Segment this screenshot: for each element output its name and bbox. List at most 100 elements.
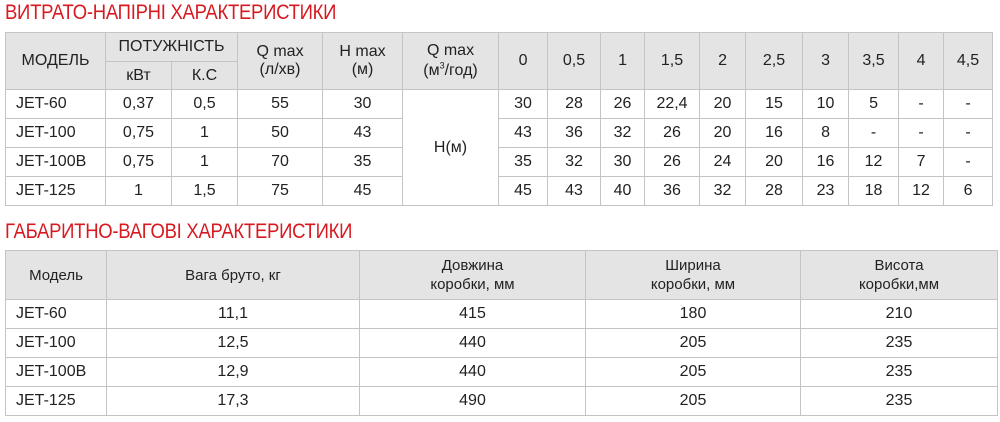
head-label-cell: H(м) [402, 89, 500, 206]
weight-cell: 12,9 [106, 357, 360, 387]
head-value-cell: 36 [644, 176, 701, 206]
flow-head-title: ВИТРАТО-НАПІРНІ ХАРАКТЕРИСТИКИ [5, 1, 337, 24]
head-value-cell: 26 [600, 89, 646, 119]
length-cell: 490 [359, 386, 586, 416]
length-cell: 440 [359, 328, 586, 358]
header-qmax-m3h-unit: (м3/год) [423, 60, 478, 79]
head-value-cell: 22,4 [644, 89, 701, 119]
model-cell: JET-60 [5, 299, 107, 329]
model-cell: JET-100B [5, 357, 107, 387]
head-value-cell: 24 [699, 147, 747, 177]
header-kw: кВт [105, 61, 172, 90]
head-value-cell: - [848, 118, 900, 148]
header-hmax: H max (м) [322, 32, 404, 90]
header-flow-point: 4 [898, 32, 945, 90]
header-qmax-lpm-label: Q max [256, 43, 304, 60]
table-row: JET-125 17,3 490 205 235 [5, 386, 998, 416]
hmax-cell: 43 [322, 118, 404, 148]
table-row: JET-125 1 1,5 75 45 45 43 40 36 32 28 23 18 12 6 [5, 176, 994, 206]
qmax-cell: 55 [237, 89, 324, 119]
dimensions-weight-title: ГАБАРИТНО-ВАГОВІ ХАРАКТЕРИСТИКИ [5, 220, 353, 243]
header-box-width-l2: коробки, мм [650, 276, 736, 293]
head-value-cell: 5 [848, 89, 900, 119]
width-cell: 205 [585, 328, 801, 358]
weight-cell: 12,5 [106, 328, 360, 358]
kw-cell: 0,37 [105, 89, 172, 119]
header-flow-point: 0 [498, 32, 549, 90]
table-row: JET-100B 12,9 440 205 235 [5, 357, 998, 387]
head-value-cell: 43 [547, 176, 602, 206]
hmax-cell: 30 [322, 89, 404, 119]
header-hmax-unit: (м) [351, 61, 374, 78]
header-flow-point: 4,5 [943, 32, 994, 90]
dimensions-weight-table: Модель Вага бруто, кг Довжина коробки, мм… [5, 250, 998, 416]
head-value-cell: 36 [547, 118, 602, 148]
weight-cell: 17,3 [106, 386, 360, 416]
flow-head-table: МОДЕЛЬ ПОТУЖНІСТЬ Q max (л/хв) H max (м) Q… [5, 32, 994, 206]
hp-cell: 1 [170, 118, 239, 148]
width-cell: 205 [585, 386, 801, 416]
head-value-cell: 30 [600, 147, 646, 177]
head-value-cell: - [943, 147, 994, 177]
qmax-cell: 50 [237, 118, 324, 148]
head-value-cell: 10 [802, 89, 850, 119]
header-box-height-l2: коробки,мм [858, 276, 940, 293]
header-box-length-l2: коробки, мм [430, 276, 515, 293]
header-model: Модель [5, 250, 107, 300]
unit-pre: (м [423, 61, 440, 79]
head-value-cell: 30 [498, 89, 549, 119]
table-row: JET-100B 0,75 1 70 35 35 32 30 26 24 20 16 12 7- [5, 147, 994, 177]
header-hmax-label: H max [339, 43, 386, 60]
head-value-cell: 43 [498, 118, 549, 148]
head-value-cell: 7 [898, 147, 945, 177]
header-box-width-l1: Ширина [665, 257, 721, 274]
table-row: JET-100 0,75 1 50 43 43 36 32 26 20 16 8- - - [5, 118, 994, 148]
head-value-cell: 18 [848, 176, 900, 206]
header-hp: К.С [170, 61, 239, 90]
height-cell: 235 [800, 357, 998, 387]
header-box-height-l1: Висота [874, 257, 924, 274]
head-value-cell: 16 [802, 147, 850, 177]
head-value-cell: - [898, 89, 945, 119]
header-box-height: Висота коробки,мм [800, 250, 998, 300]
head-value-cell: 26 [644, 147, 701, 177]
header-qmax-lpm-unit: (л/хв) [259, 61, 301, 78]
unit-post: /год) [444, 61, 478, 79]
head-value-cell: 8 [802, 118, 850, 148]
hmax-cell: 35 [322, 147, 404, 177]
height-cell: 235 [800, 386, 998, 416]
model-cell: JET-125 [5, 386, 107, 416]
hp-cell: 1,5 [170, 176, 239, 206]
qmax-cell: 70 [237, 147, 324, 177]
header-flow-point: 1 [600, 32, 646, 90]
kw-cell: 1 [105, 176, 172, 206]
table-row: JET-60 0,37 0,5 55 30 H(м) 30 28 26 22,4 20 15 10 5- - [5, 89, 994, 206]
width-cell: 205 [585, 357, 801, 387]
header-flow-point: 3 [802, 32, 850, 90]
header-flow-point: 0,5 [547, 32, 602, 90]
head-value-cell: 28 [745, 176, 804, 206]
width-cell: 180 [585, 299, 801, 329]
header-qmax-m3h: Q max (м3/год) [402, 32, 500, 90]
head-value-cell: 26 [644, 118, 701, 148]
header-qmax-m3h-label: Q max [426, 42, 475, 60]
model-cell: JET-60 [5, 89, 106, 119]
head-value-cell: 20 [699, 118, 747, 148]
head-value-cell: 15 [745, 89, 804, 119]
head-value-cell: 12 [898, 176, 945, 206]
header-box-width: Ширина коробки, мм [585, 250, 801, 300]
head-value-cell: 28 [547, 89, 602, 119]
head-value-cell: - [943, 118, 994, 148]
header-weight: Вага бруто, кг [106, 250, 360, 300]
head-value-cell: 20 [699, 89, 747, 119]
header-power: ПОТУЖНІСТЬ [104, 32, 239, 62]
header-flow-point: 3,5 [848, 32, 900, 90]
head-value-cell: - [898, 118, 945, 148]
height-cell: 210 [800, 299, 998, 329]
hp-cell: 0,5 [170, 89, 239, 119]
header-box-length-l1: Довжина [441, 257, 504, 274]
head-value-cell: 23 [802, 176, 850, 206]
head-value-cell: 32 [699, 176, 747, 206]
head-value-cell: 32 [547, 147, 602, 177]
table-row: JET-100 12,5 440 205 235 [5, 328, 998, 358]
